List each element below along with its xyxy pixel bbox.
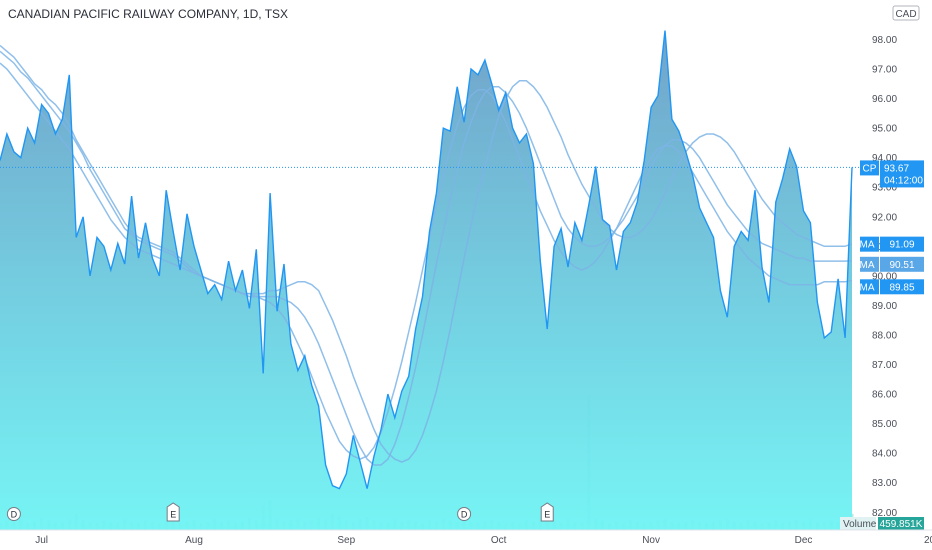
x-tick-label: Nov [642, 535, 660, 546]
last-price-value: 93.67 [884, 163, 909, 174]
y-tick-label: 90.00 [872, 271, 897, 282]
ma-value-box [880, 256, 924, 272]
price-area [0, 30, 852, 530]
x-tick-label: Dec [795, 535, 813, 546]
dividend-marker[interactable]: D [6, 507, 21, 521]
y-tick-label: 95.00 [872, 124, 897, 135]
y-tick-label: 85.00 [872, 419, 897, 430]
svg-text:E: E [544, 510, 550, 520]
earnings-marker[interactable]: E [540, 502, 554, 522]
ma-value-box [880, 236, 924, 252]
last-price-symbol-box [860, 160, 879, 176]
ma-value: 91.09 [889, 240, 914, 251]
price-axis-panel[interactable] [860, 0, 932, 550]
y-tick-label: 83.00 [872, 478, 897, 489]
y-tick-label: 93.00 [872, 183, 897, 194]
volume-value-box [878, 517, 924, 530]
y-tick-label: 94.00 [872, 153, 897, 164]
currency-badge[interactable] [892, 5, 920, 21]
x-axis-ticks: JulAugSepOctNovDec2022FebMar [35, 535, 932, 546]
ma-value: 90.51 [889, 260, 914, 271]
ma-value-box [880, 279, 924, 295]
event-markers: DEDEDED [6, 502, 554, 522]
last-price-value-box [880, 160, 924, 188]
y-tick-label: 97.00 [872, 65, 897, 76]
svg-text:D: D [461, 510, 468, 520]
moving-average-line [0, 62, 853, 460]
ma-tag-label: MA [860, 260, 875, 271]
ma-value: 89.85 [889, 282, 914, 293]
x-tick-label: 2022 [924, 535, 932, 546]
volume-value: 459.851K [880, 519, 923, 530]
price-area-layer [0, 30, 852, 530]
time-axis-panel[interactable] [0, 530, 932, 550]
dividend-marker[interactable]: D [457, 507, 472, 521]
price-line-layer [0, 30, 853, 490]
ma-value-tags: MA 91.09 MA 90.51 MA 89.85 [860, 236, 924, 295]
x-tick-label: Sep [337, 535, 355, 546]
volume-tag-label: Volume [843, 519, 877, 530]
price-line [0, 30, 853, 490]
y-tick-label: 96.00 [872, 94, 897, 105]
ma-tag-label: MA [860, 240, 875, 251]
ma-tag-box [860, 279, 879, 295]
y-tick-label: 92.00 [872, 212, 897, 223]
svg-text:E: E [170, 510, 176, 520]
y-tick-label: 86.00 [872, 390, 897, 401]
x-tick-label: Jul [35, 535, 48, 546]
y-tick-label: 98.00 [872, 35, 897, 46]
svg-text:D: D [11, 510, 18, 520]
earnings-marker[interactable]: E [166, 502, 180, 522]
y-tick-label: 89.00 [872, 301, 897, 312]
x-tick-label: Oct [491, 535, 507, 546]
y-tick-label: 82.00 [872, 508, 897, 519]
y-tick-label: 87.00 [872, 360, 897, 371]
x-tick-label: Aug [185, 535, 203, 546]
y-tick-label: 88.00 [872, 330, 897, 341]
currency-badge-label: CAD [895, 9, 916, 20]
bar-countdown: 04:12:00 [884, 175, 923, 186]
volume-tag-box [840, 517, 876, 530]
chart-title: CANADIAN PACIFIC RAILWAY COMPANY, 1D, TS… [8, 7, 288, 21]
last-price-tag: CP 93.67 04:12:00 [860, 160, 924, 188]
ma-tag-box [860, 256, 879, 272]
ma-tag-box [860, 236, 879, 252]
last-price-symbol: CP [863, 163, 877, 174]
y-tick-label: 84.00 [872, 449, 897, 460]
ma-tag-label: MA [860, 282, 875, 293]
